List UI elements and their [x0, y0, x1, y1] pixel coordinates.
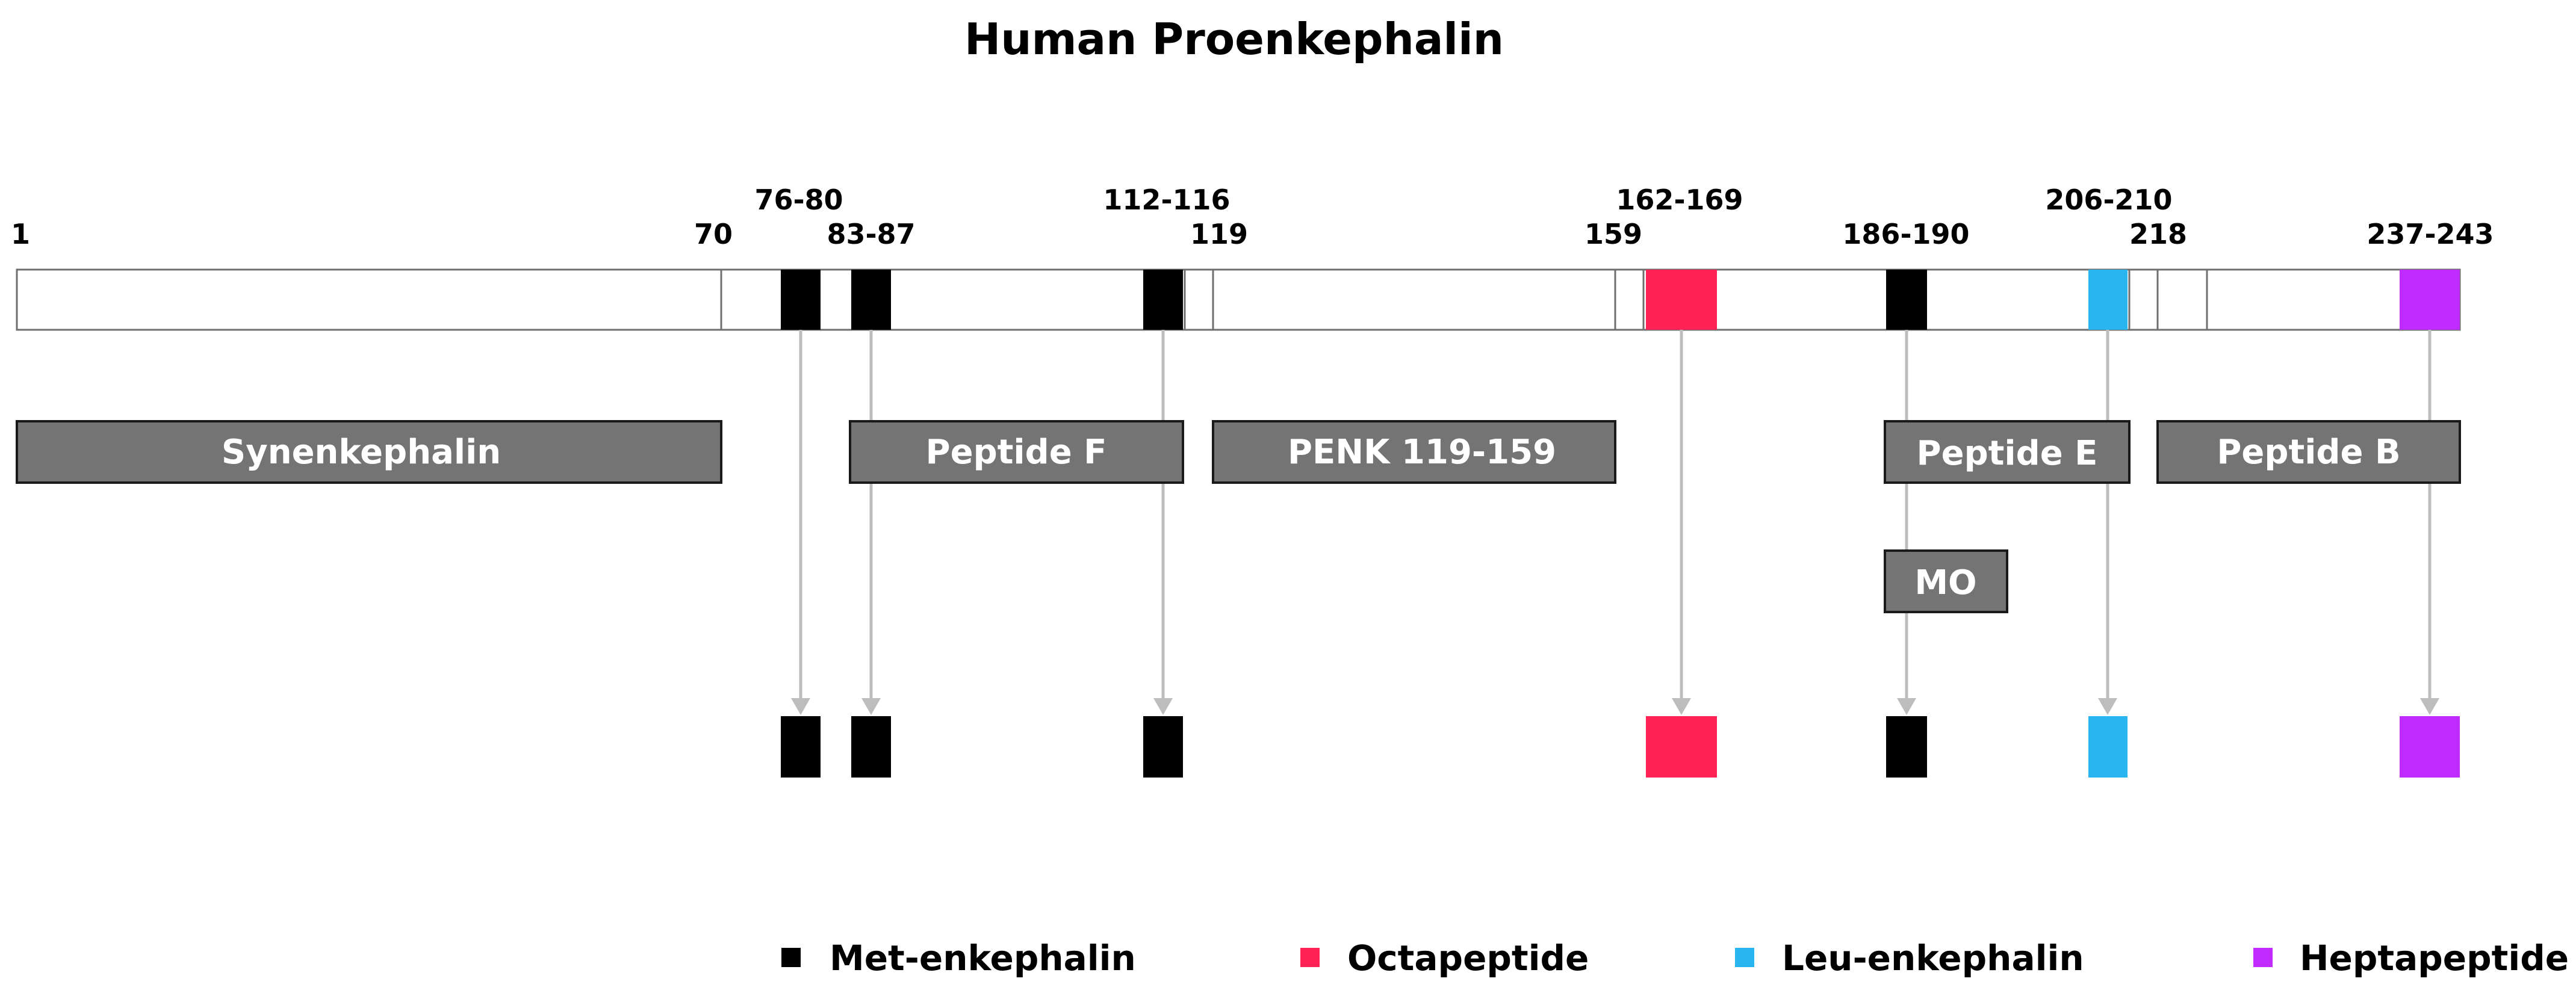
peptide-box — [849, 420, 1184, 484]
peptide-synenkephalin: Synenkephalin — [16, 420, 722, 484]
pos-label-83-87: 83-87 — [827, 218, 915, 250]
peptide-label: Peptide E — [1917, 434, 2098, 473]
arrowhead-icon — [1897, 698, 1916, 715]
peptide-label: Peptide F — [926, 433, 1107, 472]
legend-item-hepta: Heptapeptide — [2253, 938, 2569, 979]
leu-enkephalin-mark — [2088, 270, 2128, 330]
peptide-label: Peptide B — [2217, 433, 2400, 472]
met-enkephalin-mark — [1143, 270, 1183, 330]
bar-segment — [2156, 268, 2208, 331]
legend-label: Octapeptide — [1347, 938, 1589, 979]
arrowhead-icon — [2098, 698, 2117, 715]
legend-swatch — [1735, 948, 1754, 967]
peptide-box — [2156, 420, 2461, 484]
heptapeptide-product — [2400, 716, 2460, 778]
pos-label-206-210: 206-210 — [2045, 184, 2172, 216]
met-enkephalin-product — [1886, 716, 1927, 778]
bar-segment — [16, 268, 722, 331]
leu-enkephalin-product — [2088, 716, 2128, 778]
peptide-label: PENK 119-159 — [1288, 433, 1556, 472]
connectors — [791, 330, 2439, 715]
peptide-box — [1884, 549, 2008, 613]
legend-swatch — [2253, 948, 2273, 967]
legend-label: Met-enkephalin — [830, 938, 1136, 979]
peptide-label: Synenkephalin — [222, 433, 501, 472]
peptide-peptide-b: Peptide B — [2156, 420, 2461, 484]
bar-segment — [1184, 268, 1214, 331]
peptide-label: MO — [1914, 563, 1976, 602]
arrowhead-icon — [791, 698, 810, 715]
pos-label-237-243: 237-243 — [2367, 218, 2494, 250]
peptide-box — [1884, 420, 2131, 484]
peptide-box — [1212, 420, 1616, 484]
met-enkephalin-mark — [1886, 270, 1927, 330]
pos-label-76-80: 76-80 — [754, 184, 843, 216]
legend-label: Heptapeptide — [2300, 938, 2569, 979]
legend-item-octa: Octapeptide — [1300, 938, 1589, 979]
diagram-title: Human Proenkephalin — [964, 14, 1504, 64]
met-enkephalin-product — [1143, 716, 1183, 778]
arrowhead-icon — [861, 698, 881, 715]
legend-item-leu: Leu-enkephalin — [1735, 938, 2084, 979]
pos-label-186-190: 186-190 — [1842, 218, 1969, 250]
bar-segment — [2128, 268, 2159, 331]
peptide-box — [16, 420, 722, 484]
legend: Met-enkephalin Octapeptide Leu-enkephali… — [781, 938, 2569, 979]
legend-swatch — [781, 948, 801, 967]
peptide-peptide-e: Peptide E — [1884, 420, 2131, 484]
peptide-penk: PENK 119-159 — [1212, 420, 1616, 484]
pos-label-162-169: 162-169 — [1616, 184, 1743, 216]
pos-label-218: 218 — [2129, 218, 2187, 250]
heptapeptide-mark — [2400, 270, 2460, 330]
pos-label-119: 119 — [1190, 218, 1248, 250]
pos-label-159: 159 — [1584, 218, 1642, 250]
met-enkephalin-mark — [851, 270, 891, 330]
arrowhead-icon — [2420, 698, 2439, 715]
met-enkephalin-mark — [781, 270, 821, 330]
bar-segment — [1614, 268, 1645, 331]
octapeptide-product — [1646, 716, 1717, 778]
pos-label-112-116: 112-116 — [1103, 184, 1230, 216]
pos-label-70: 70 — [694, 218, 733, 250]
met-enkephalin-product — [781, 716, 821, 778]
octapeptide-mark — [1646, 270, 1717, 330]
pos-label-1: 1 — [11, 218, 30, 250]
legend-label: Leu-enkephalin — [1782, 938, 2084, 979]
bar-segment — [1212, 268, 1616, 331]
arrowhead-icon — [1153, 698, 1173, 715]
met-enkephalin-product — [851, 716, 891, 778]
peptide-peptide-f: Peptide F — [849, 420, 1184, 484]
arrowhead-icon — [1672, 698, 1691, 715]
legend-item-met: Met-enkephalin — [781, 938, 1136, 979]
legend-swatch — [1300, 948, 1320, 967]
peptide-mo: MO — [1884, 549, 2008, 613]
